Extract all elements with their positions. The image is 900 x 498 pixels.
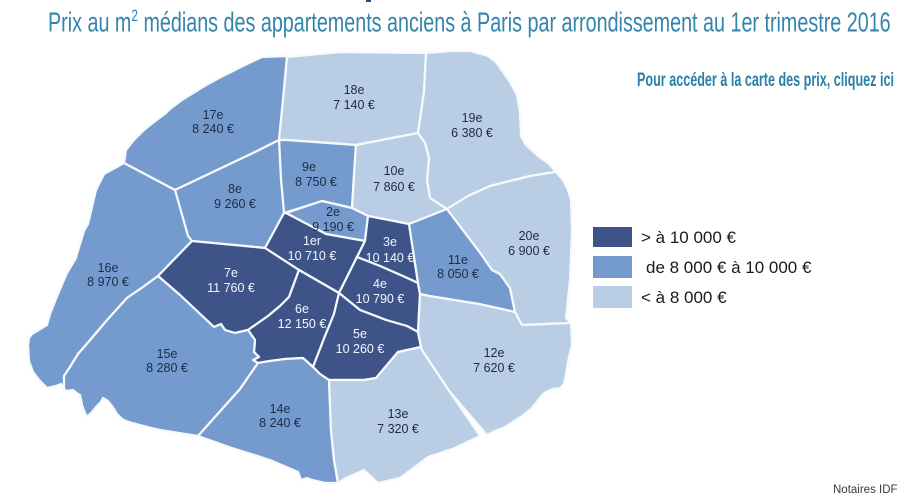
- svg-text:7e: 7e: [224, 266, 238, 280]
- svg-text:9 190 €: 9 190 €: [312, 220, 354, 234]
- svg-text:14e: 14e: [270, 402, 291, 416]
- svg-text:7 140 €: 7 140 €: [333, 98, 375, 112]
- svg-text:7 320 €: 7 320 €: [377, 422, 419, 436]
- svg-text:4e: 4e: [373, 277, 387, 291]
- svg-text:8 280 €: 8 280 €: [146, 361, 188, 375]
- svg-text:15e: 15e: [157, 347, 178, 361]
- svg-text:8 240 €: 8 240 €: [192, 122, 234, 136]
- svg-text:11 760 €: 11 760 €: [207, 281, 255, 295]
- svg-text:12 150 €: 12 150 €: [278, 317, 327, 331]
- svg-text:18e: 18e: [344, 83, 365, 97]
- svg-text:16e: 16e: [98, 261, 119, 275]
- svg-text:10 260 €: 10 260 €: [336, 342, 385, 356]
- svg-text:6 900 €: 6 900 €: [508, 244, 550, 258]
- svg-text:12e: 12e: [484, 346, 505, 360]
- svg-text:10e: 10e: [384, 164, 405, 178]
- svg-text:7 620 €: 7 620 €: [473, 361, 515, 375]
- svg-text:6e: 6e: [295, 302, 309, 316]
- svg-text:5e: 5e: [353, 327, 367, 341]
- svg-text:8 970 €: 8 970 €: [87, 275, 129, 289]
- svg-text:10 140 €: 10 140 €: [366, 251, 415, 265]
- svg-text:8 240 €: 8 240 €: [259, 416, 301, 430]
- svg-text:8e: 8e: [228, 182, 242, 196]
- svg-text:7 860 €: 7 860 €: [373, 180, 415, 194]
- svg-text:6 380 €: 6 380 €: [451, 126, 493, 140]
- svg-text:9 260 €: 9 260 €: [214, 197, 256, 211]
- svg-text:11e: 11e: [448, 253, 468, 267]
- svg-text:8 050 €: 8 050 €: [437, 267, 479, 281]
- svg-text:9e: 9e: [302, 160, 316, 174]
- svg-text:2e: 2e: [326, 205, 340, 219]
- svg-text:10 710 €: 10 710 €: [288, 249, 337, 263]
- svg-text:13e: 13e: [388, 407, 409, 421]
- svg-text:20e: 20e: [519, 229, 540, 243]
- svg-text:1er: 1er: [303, 234, 321, 248]
- svg-text:17e: 17e: [203, 108, 224, 122]
- svg-text:19e: 19e: [462, 111, 483, 125]
- svg-text:3e: 3e: [383, 235, 397, 249]
- svg-text:10 790 €: 10 790 €: [356, 292, 405, 306]
- svg-text:8 750 €: 8 750 €: [295, 175, 337, 189]
